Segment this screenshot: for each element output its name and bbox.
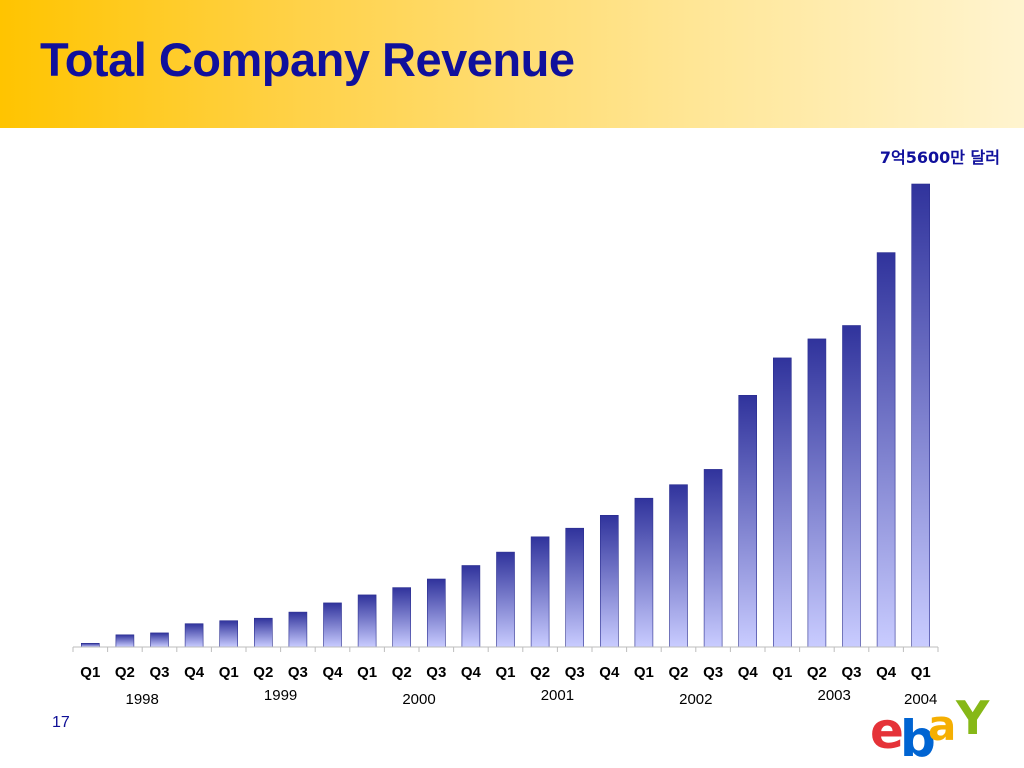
peak-value-annotation: 7억5600만 달러 (880, 148, 1000, 167)
year-label: 2002 (679, 691, 712, 708)
year-label: 2003 (818, 687, 851, 704)
revenue-bar (496, 551, 515, 648)
revenue-bar (254, 617, 273, 648)
quarter-tick-label: Q3 (149, 664, 169, 681)
slide-title: Total Company Revenue (40, 33, 575, 86)
revenue-bar (599, 514, 619, 648)
revenue-bar (150, 632, 169, 648)
year-label: 1999 (264, 687, 297, 704)
quarter-tick-label: Q2 (668, 664, 688, 681)
svg-text:a: a (928, 701, 956, 750)
revenue-bar (911, 183, 931, 648)
revenue-bar (842, 325, 861, 648)
quarter-tick-label: Q3 (703, 664, 723, 681)
revenue-bar (634, 497, 654, 648)
revenue-bar (461, 565, 481, 648)
quarter-tick-label: Q1 (495, 664, 515, 681)
quarter-tick-label: Q4 (322, 664, 343, 681)
quarter-tick-label: Q1 (634, 664, 654, 681)
year-label: 2001 (541, 687, 574, 704)
svg-text:e: e (870, 702, 904, 760)
quarter-tick-label: Q1 (80, 664, 100, 681)
ebay-logo: e b a Y (870, 691, 990, 760)
revenue-bar (323, 602, 342, 648)
revenue-bar (669, 484, 688, 648)
revenue-bar (565, 527, 585, 648)
quarter-tick-label: Q2 (115, 664, 135, 681)
quarter-tick-label: Q1 (772, 664, 792, 681)
quarter-tick-label: Q3 (288, 664, 308, 681)
year-label: 2000 (402, 691, 435, 708)
quarter-tick-label: Q2 (807, 664, 827, 681)
revenue-bar (288, 611, 308, 648)
quarter-tick-label: Q3 (426, 664, 446, 681)
revenue-bar (184, 623, 204, 648)
quarter-tick-label: Q4 (738, 664, 759, 681)
quarter-tick-label: Q3 (565, 664, 585, 681)
title-banner (0, 0, 1024, 128)
revenue-bar (219, 620, 238, 648)
quarter-tick-label: Q4 (184, 664, 205, 681)
revenue-bar (703, 469, 723, 648)
revenue-bar (738, 394, 758, 648)
quarter-tick-label: Q4 (461, 664, 482, 681)
revenue-bar (115, 634, 135, 648)
page-number: 17 (52, 714, 70, 731)
quarter-tick-label: Q3 (841, 664, 861, 681)
revenue-bar (426, 578, 446, 648)
revenue-bar (81, 642, 100, 648)
revenue-bar (807, 338, 827, 648)
revenue-bar (530, 536, 550, 648)
svg-text:b: b (900, 710, 936, 760)
revenue-bar (357, 594, 377, 648)
revenue-bar (392, 587, 412, 648)
quarter-tick-label: Q1 (219, 664, 239, 681)
year-label: 1998 (126, 691, 159, 708)
revenue-bar (772, 357, 792, 648)
quarter-tick-label: Q2 (253, 664, 273, 681)
quarter-tick-label: Q1 (911, 664, 931, 681)
quarter-tick-label: Q2 (392, 664, 412, 681)
quarter-tick-label: Q4 (876, 664, 897, 681)
revenue-bar (876, 252, 896, 648)
quarter-tick-label: Q4 (599, 664, 620, 681)
quarter-tick-label: Q1 (357, 664, 377, 681)
quarter-tick-label: Q2 (530, 664, 550, 681)
svg-text:Y: Y (955, 691, 990, 745)
year-label: 2004 (904, 691, 937, 708)
